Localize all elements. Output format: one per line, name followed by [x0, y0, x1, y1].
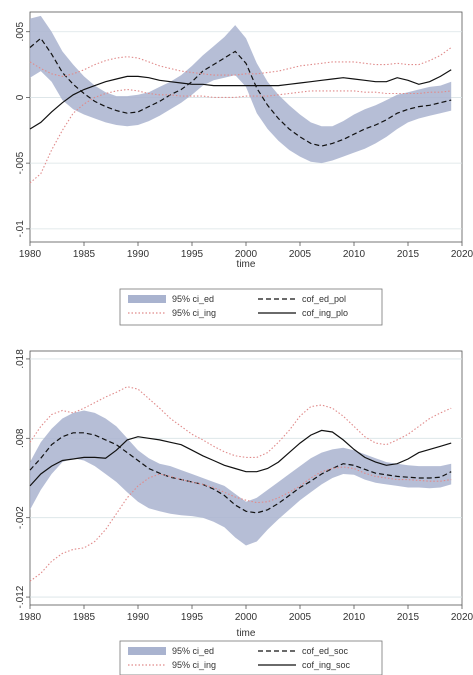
y-tick-label: 0: [15, 94, 26, 100]
legend-label-ci_ing: 95% ci_ing: [172, 660, 216, 670]
legend: 95% ci_ed cof_ed_soc 95% ci_ing cof_ing_soc: [119, 640, 383, 675]
series-ci_ing-upper: [29, 386, 452, 458]
x-tick-label: 2020: [451, 249, 473, 260]
x-tick-label: 1980: [19, 612, 42, 623]
legend-label-ci_ing: 95% ci_ing: [172, 308, 216, 318]
series-ci_ed-band: [30, 410, 452, 546]
y-tick-label: -.01: [15, 220, 26, 238]
series-ci_ed-band: [30, 15, 452, 164]
y-tick-label: -.002: [15, 506, 26, 529]
x-tick-label: 2000: [235, 249, 258, 260]
series-ing-line: [29, 69, 452, 130]
x-tick-label: 2005: [289, 249, 312, 260]
y-tick-label: .005: [15, 22, 26, 42]
legend-label-ed: cof_ed_soc: [302, 646, 349, 656]
chart-bottom: .018 .008 -.002 -.012 1980 1985 1990 1995 2000 20…: [15, 349, 473, 675]
x-tick-label: 1990: [127, 612, 150, 623]
legend: 95% ci_ed cof_ed_pol 95% ci_ing cof_ing_plo: [119, 288, 383, 326]
series-ci_ing-lower: [29, 88, 452, 184]
legend-key-ci_ed: [128, 295, 166, 303]
x-tick-label: 2010: [343, 249, 366, 260]
legend-label-ed: cof_ed_pol: [302, 294, 346, 304]
y-tick-label: -.005: [15, 151, 26, 174]
y-tick-label: .018: [15, 349, 26, 369]
x-tick-label: 2000: [235, 612, 258, 623]
x-tick-label: 2010: [343, 612, 366, 623]
x-tick-label: 1985: [73, 249, 96, 260]
x-axis-title: time: [237, 628, 256, 639]
legend-label-ci_ed: 95% ci_ed: [172, 294, 214, 304]
series-ing-line: [29, 429, 452, 487]
chart-top: .005 0 -.005 -.01 1980 1985 1990 1995 2000 2005 20…: [15, 11, 473, 326]
x-tick-label: 1990: [127, 249, 150, 260]
x-tick-label: 1995: [181, 612, 204, 623]
legend-key-ci_ed: [128, 647, 166, 655]
x-tick-label: 1980: [19, 249, 42, 260]
y-tick-label: -.012: [15, 585, 26, 608]
legend-label-ing: cof_ing_soc: [302, 660, 351, 670]
legend-label-ci_ed: 95% ci_ed: [172, 646, 214, 656]
x-tick-label: 1995: [181, 249, 204, 260]
x-tick-label: 1985: [73, 612, 96, 623]
y-tick-label: .008: [15, 428, 26, 448]
x-tick-label: 2015: [397, 249, 420, 260]
series-ed-line: [29, 432, 452, 514]
x-tick-label: 2020: [451, 612, 473, 623]
series-ed-line: [29, 37, 452, 147]
x-tick-label: 2015: [397, 612, 420, 623]
series-ci_ing-upper: [29, 47, 452, 77]
legend-box: [119, 640, 383, 675]
x-axis-title: time: [237, 259, 256, 270]
legend-label-ing: cof_ing_plo: [302, 308, 348, 318]
x-tick-label: 2005: [289, 612, 312, 623]
